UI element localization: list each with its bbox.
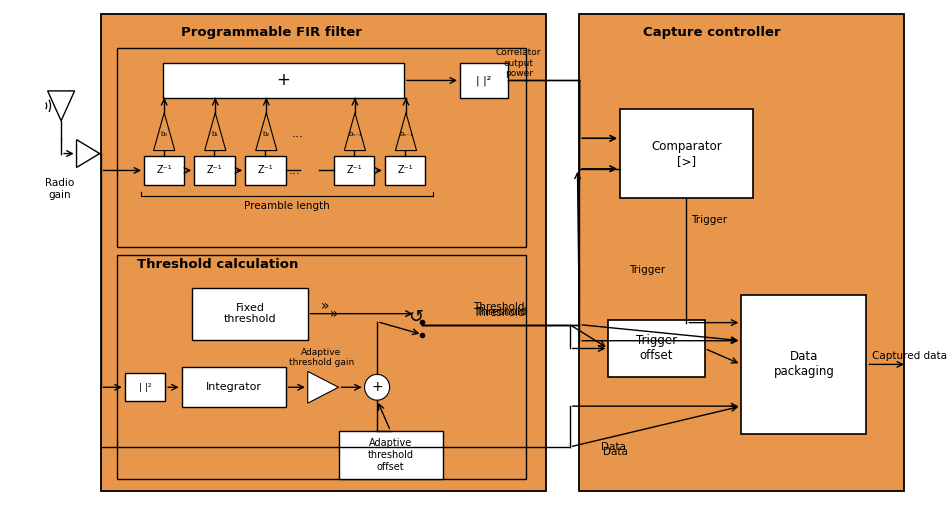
Text: Z⁻¹: Z⁻¹ (257, 165, 274, 176)
Text: Trigger
offset: Trigger offset (636, 334, 677, 362)
Text: bₙ₋₂: bₙ₋₂ (348, 131, 362, 136)
Text: | |²: | |² (139, 383, 151, 392)
Text: Comparator
[>]: Comparator [>] (651, 139, 722, 167)
Text: Captured data: Captured data (872, 351, 947, 361)
Text: ↺: ↺ (408, 307, 423, 326)
Text: Data
packaging: Data packaging (773, 350, 834, 378)
Bar (333, 156, 374, 185)
Text: | |²: | |² (476, 75, 492, 86)
Text: Threshold: Threshold (473, 302, 525, 312)
Bar (385, 156, 426, 185)
Text: Correlator
output
power: Correlator output power (496, 48, 542, 78)
Text: Data: Data (600, 442, 625, 452)
Bar (144, 156, 184, 185)
Text: Threshold: Threshold (475, 306, 527, 317)
Text: b₂: b₂ (262, 131, 270, 136)
Polygon shape (154, 113, 175, 151)
Text: Data: Data (603, 447, 628, 457)
Text: Integrator: Integrator (205, 382, 261, 392)
Text: +: + (371, 380, 383, 394)
Text: Trigger: Trigger (691, 215, 728, 225)
Bar (245, 156, 286, 185)
Bar (338, 431, 443, 479)
Bar (181, 367, 286, 407)
Polygon shape (308, 372, 338, 403)
Text: »: » (330, 307, 338, 321)
Bar (124, 373, 165, 401)
Polygon shape (256, 113, 276, 151)
Text: Programmable FIR filter: Programmable FIR filter (180, 26, 362, 39)
Text: Threshold: Threshold (473, 307, 525, 318)
Bar (460, 63, 508, 98)
Text: b₀: b₀ (161, 131, 168, 136)
Bar (117, 48, 526, 247)
Text: Fixed
threshold: Fixed threshold (223, 303, 276, 324)
Text: Z⁻¹: Z⁻¹ (397, 165, 413, 176)
Text: Z⁻¹: Z⁻¹ (157, 165, 172, 176)
Text: bₙ₋₁: bₙ₋₁ (399, 131, 413, 136)
Circle shape (365, 374, 390, 400)
Text: Threshold calculation: Threshold calculation (138, 259, 299, 271)
Bar (194, 156, 235, 185)
Text: Preamble length: Preamble length (244, 201, 330, 211)
Text: »: » (321, 299, 330, 313)
Text: ...: ... (291, 127, 303, 140)
Bar (192, 288, 308, 340)
Text: Radio
gain: Radio gain (45, 179, 74, 200)
Text: Adaptive
threshold gain: Adaptive threshold gain (289, 348, 353, 367)
Bar (163, 63, 404, 98)
Text: Trigger: Trigger (630, 265, 666, 275)
Text: Capture controller: Capture controller (642, 26, 780, 39)
Polygon shape (204, 113, 226, 151)
Bar (608, 320, 705, 377)
Polygon shape (48, 91, 75, 121)
Text: Z⁻¹: Z⁻¹ (346, 165, 362, 176)
Bar (101, 14, 545, 491)
Bar (580, 14, 904, 491)
Text: ...: ... (288, 164, 300, 177)
Polygon shape (344, 113, 366, 151)
Bar (117, 255, 526, 479)
Text: +: + (276, 71, 291, 90)
Text: b₁: b₁ (212, 131, 218, 136)
Bar (619, 109, 752, 199)
Bar (741, 295, 866, 434)
Text: Z⁻¹: Z⁻¹ (206, 165, 222, 176)
Text: Adaptive
threshold
offset: Adaptive threshold offset (368, 438, 413, 471)
Polygon shape (395, 113, 417, 151)
Polygon shape (77, 139, 100, 167)
